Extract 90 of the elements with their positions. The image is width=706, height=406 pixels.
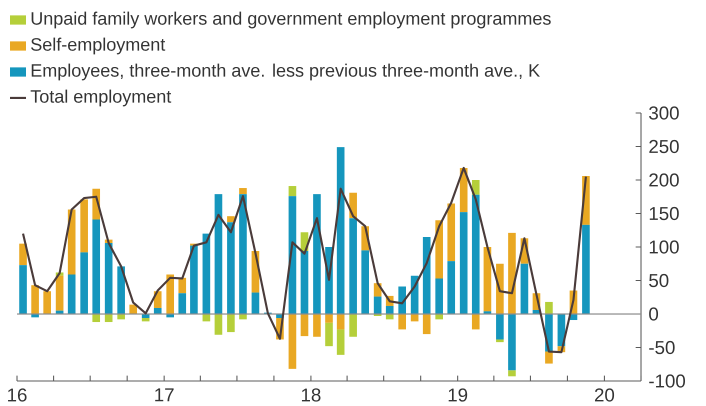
bar: [92, 220, 100, 314]
bar: [460, 212, 468, 314]
bar: [447, 261, 456, 314]
bar: [386, 306, 394, 314]
bar: [410, 314, 418, 322]
line-series: [22, 166, 587, 354]
bar: [447, 203, 456, 262]
bar: [508, 232, 516, 314]
bar: [336, 147, 344, 314]
x-tick-label: 16: [8, 388, 27, 402]
bar: [117, 266, 125, 314]
bar: [227, 222, 235, 314]
bar: [80, 199, 88, 252]
bar: [214, 194, 222, 314]
y-tick-label: 250: [649, 140, 679, 154]
bar: [472, 314, 480, 330]
bar: [398, 314, 406, 330]
bar: [202, 234, 210, 314]
bar: [227, 216, 235, 222]
bar: [300, 314, 308, 336]
bar: [252, 292, 260, 314]
bar: [349, 314, 357, 337]
bar: [472, 194, 480, 314]
y-tick-label: 300: [649, 106, 679, 120]
bar: [582, 224, 590, 314]
bar: [19, 265, 27, 314]
bar: [227, 314, 235, 332]
x-tick-label: 20: [594, 388, 614, 402]
bar: [435, 278, 443, 314]
x-tick-label: 19: [448, 388, 468, 402]
bar: [336, 314, 344, 330]
bar: [80, 252, 88, 314]
bar: [178, 293, 186, 314]
bar: [166, 274, 174, 314]
bar: [386, 314, 394, 320]
y-tick-label: 150: [650, 206, 679, 220]
y-tick-label: 100: [650, 240, 679, 254]
bar: [435, 314, 443, 320]
bar: [154, 308, 162, 314]
legend-label: Self-employment: [31, 38, 166, 54]
bar: [349, 218, 357, 314]
bar: [508, 370, 516, 376]
bar: [496, 339, 504, 342]
bar: [19, 244, 27, 266]
bar: [374, 296, 382, 314]
bar: [68, 209, 76, 274]
bar: [239, 314, 247, 320]
bar: [104, 314, 112, 322]
bar: [190, 246, 198, 314]
bar: [496, 314, 504, 340]
bar: [239, 188, 247, 194]
x-tick-label: 17: [155, 388, 174, 402]
y-tick-label: 0: [649, 307, 658, 321]
bar: [68, 274, 76, 314]
bar: [313, 194, 321, 314]
bar: [300, 251, 308, 314]
y-tick-label: 50: [649, 274, 668, 288]
bar: [117, 314, 125, 320]
legend-label: Employees, three-month ave. less previous three-month ave., K: [32, 64, 540, 80]
y-tick-label: -100: [649, 374, 686, 388]
bar: [288, 196, 296, 314]
bar: [56, 276, 64, 311]
y-tick-label: -50: [649, 340, 675, 354]
bar: [92, 314, 100, 322]
bar: [325, 322, 333, 346]
bar: [202, 314, 210, 322]
bar: [325, 314, 333, 323]
bar: [142, 318, 150, 322]
y-tick-label: 200: [649, 173, 679, 187]
bar: [43, 291, 51, 314]
bar: [214, 314, 222, 335]
bar: [361, 250, 370, 314]
legend-label: Unpaid family workers and government employment programmes: [32, 12, 551, 28]
bar: [239, 194, 247, 314]
bar: [422, 314, 431, 334]
bar: [435, 220, 443, 278]
bar: [31, 285, 39, 314]
bar: [484, 246, 492, 312]
bar: [288, 314, 296, 369]
bar: [520, 264, 528, 314]
bar: [545, 302, 553, 314]
bar: [104, 242, 112, 314]
legend-label: Total employment: [30, 90, 172, 106]
bar: [313, 314, 321, 337]
x-tick-label: 18: [302, 388, 320, 402]
bar: [545, 352, 553, 364]
bar: [422, 236, 431, 314]
bar: [288, 186, 296, 196]
bar: [336, 329, 344, 355]
bar: [508, 314, 516, 370]
